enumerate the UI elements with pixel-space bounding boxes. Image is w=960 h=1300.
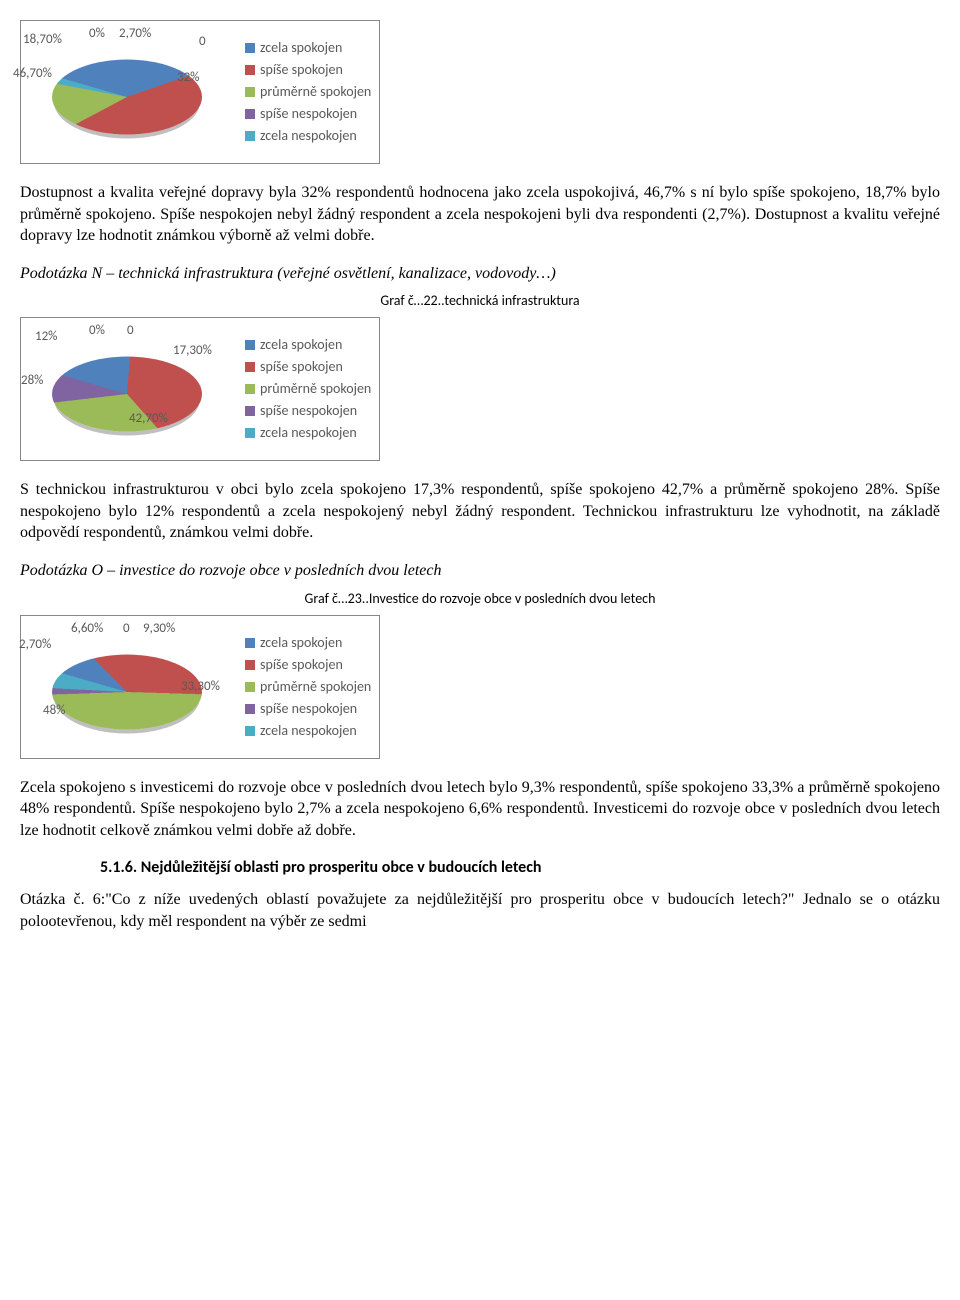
legend-item: průměrně spokojen <box>245 676 371 698</box>
para-infrastruktura: S technickou infrastrukturou v obci bylo… <box>20 479 940 544</box>
legend-label: spíše spokojen <box>260 356 343 378</box>
legend-item: zcela nespokojen <box>245 422 371 444</box>
legend-swatch <box>245 682 255 692</box>
legend-item: průměrně spokojen <box>245 378 371 400</box>
figure-title-22: Graf č…22..technická infrastruktura <box>20 292 940 311</box>
legend-3: zcela spokojenspíše spokojenprůměrně spo… <box>245 632 371 742</box>
legend-label: průměrně spokojen <box>260 676 371 698</box>
legend-item: spíše spokojen <box>245 356 371 378</box>
legend-label: spíše spokojen <box>260 59 343 81</box>
legend-label: zcela nespokojen <box>260 422 357 444</box>
figure-title-23: Graf č…23..Investice do rozvoje obce v p… <box>20 590 940 609</box>
para-doprava: Dostupnost a kvalita veřejné dopravy byl… <box>20 182 940 247</box>
legend-item: zcela spokojen <box>245 37 371 59</box>
legend-item: spíše nespokojen <box>245 103 371 125</box>
legend-swatch <box>245 43 255 53</box>
pie-data-label: 0 <box>123 620 130 638</box>
pie-data-label: 42,70% <box>129 410 168 428</box>
pie-data-label: 12% <box>35 328 57 346</box>
legend-1: zcela spokojenspíše spokojenprůměrně spo… <box>245 37 371 147</box>
chart-investice: 2,70% 6,60% 0 9,30% 33,30% 48% zcela spokojen… <box>20 615 380 759</box>
legend-label: zcela spokojen <box>260 334 342 356</box>
pie-data-label: 32% <box>177 69 199 87</box>
pie-wrap-3: 2,70%6,60%09,30%33,30%48% <box>27 622 227 752</box>
legend-label: zcela spokojen <box>260 37 342 59</box>
legend-swatch <box>245 65 255 75</box>
legend-label: spíše nespokojen <box>260 400 357 422</box>
pie-data-label: 46,70% <box>13 65 52 83</box>
pie-data-label: 9,30% <box>143 620 175 638</box>
pie-data-label: 33,30% <box>181 678 220 696</box>
pie-data-label: 0 <box>199 33 206 51</box>
section-5-1-6: 5.1.6. Nejdůležitější oblasti pro prospe… <box>100 857 940 879</box>
para-otazka-6: Otázka č. 6:"Co z níže uvedených oblastí… <box>20 889 940 932</box>
legend-item: zcela spokojen <box>245 632 371 654</box>
legend-item: spíše spokojen <box>245 654 371 676</box>
pie-wrap-1: 18,70%0%2,70%032%46,70% <box>27 27 227 157</box>
pie-data-label: 0% <box>89 322 105 340</box>
legend-item: spíše spokojen <box>245 59 371 81</box>
pie-data-label: 18,70% <box>23 31 62 49</box>
pie-data-label: 28% <box>21 372 43 390</box>
legend-swatch <box>245 384 255 394</box>
legend-swatch <box>245 660 255 670</box>
legend-item: zcela spokojen <box>245 334 371 356</box>
legend-label: spíše nespokojen <box>260 698 357 720</box>
legend-swatch <box>245 704 255 714</box>
legend-swatch <box>245 109 255 119</box>
legend-label: spíše spokojen <box>260 654 343 676</box>
para-investice: Zcela spokojeno s investicemi do rozvoje… <box>20 777 940 842</box>
legend-item: zcela nespokojen <box>245 720 371 742</box>
pie-data-label: 6,60% <box>71 620 103 638</box>
legend-swatch <box>245 362 255 372</box>
legend-label: zcela nespokojen <box>260 720 357 742</box>
pie-data-label: 48% <box>43 702 65 720</box>
subquestion-n: Podotázka N – technická infrastruktura (… <box>20 263 940 285</box>
pie-3 <box>52 654 202 729</box>
legend-label: zcela nespokojen <box>260 125 357 147</box>
legend-swatch <box>245 428 255 438</box>
legend-swatch <box>245 638 255 648</box>
legend-item: spíše nespokojen <box>245 400 371 422</box>
pie-data-label: 2,70% <box>119 25 151 43</box>
legend-swatch <box>245 726 255 736</box>
legend-2: zcela spokojenspíše spokojenprůměrně spo… <box>245 334 371 444</box>
legend-item: průměrně spokojen <box>245 81 371 103</box>
legend-label: průměrně spokojen <box>260 81 371 103</box>
pie-2 <box>52 357 202 432</box>
subquestion-o: Podotázka O – investice do rozvoje obce … <box>20 560 940 582</box>
pie-data-label: 2,70% <box>19 636 51 654</box>
legend-label: zcela spokojen <box>260 632 342 654</box>
legend-swatch <box>245 406 255 416</box>
chart-infrastruktura: 12%0%017,30%42,70%28% zcela spokojenspíš… <box>20 317 380 461</box>
legend-swatch <box>245 131 255 141</box>
pie-wrap-2: 12%0%017,30%42,70%28% <box>27 324 227 454</box>
pie-data-label: 0 <box>127 322 134 340</box>
chart-doprava: 18,70%0%2,70%032%46,70% zcela spokojensp… <box>20 20 380 164</box>
legend-item: spíše nespokojen <box>245 698 371 720</box>
pie-data-label: 17,30% <box>173 342 212 360</box>
legend-label: spíše nespokojen <box>260 103 357 125</box>
legend-item: zcela nespokojen <box>245 125 371 147</box>
pie-data-label: 0% <box>89 25 105 43</box>
legend-swatch <box>245 340 255 350</box>
legend-swatch <box>245 87 255 97</box>
legend-label: průměrně spokojen <box>260 378 371 400</box>
